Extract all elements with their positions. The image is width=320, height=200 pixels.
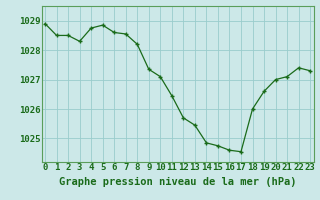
X-axis label: Graphe pression niveau de la mer (hPa): Graphe pression niveau de la mer (hPa) <box>59 177 296 187</box>
